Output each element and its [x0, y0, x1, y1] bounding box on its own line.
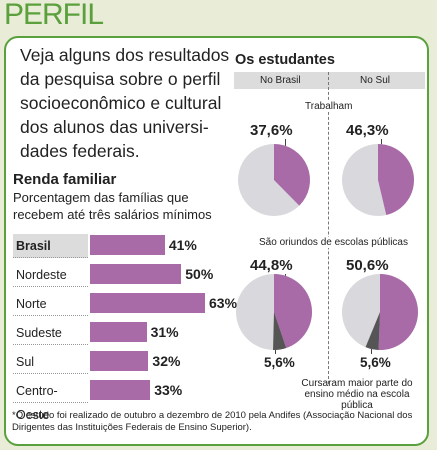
estudantes-title: Os estudantes — [235, 52, 335, 68]
estudantes-column-header: No Brasil No Sul — [234, 72, 425, 89]
label-cursaram: Cursaram maior parte do ensino médio na … — [301, 378, 413, 411]
label-escolas: São oriundos de escolas públicas — [257, 237, 410, 248]
pie-slice-main — [274, 144, 310, 206]
bar-value-label: 32% — [152, 353, 181, 369]
bar-category-label: Sudeste — [13, 321, 88, 345]
pie-slice-secondary — [365, 312, 380, 350]
leader-trab-sul — [381, 139, 382, 147]
pct-esc-sul: 50,6% — [346, 257, 389, 274]
bar — [90, 351, 149, 371]
bar-row: Sul 32% — [13, 350, 229, 377]
bar — [90, 380, 151, 400]
col-sul-label: No Sul — [360, 75, 391, 86]
renda-title: Renda familiar — [13, 171, 117, 188]
pie-slice-main — [378, 144, 414, 216]
bar-value-label: 33% — [154, 382, 183, 398]
bar — [90, 293, 205, 313]
bar-value-label: 31% — [150, 324, 179, 340]
page-title: PERFIL — [4, 0, 104, 31]
bar-row: Norte 63% — [13, 292, 237, 319]
footnote: *O estudo foi realizado de outubro a dez… — [12, 410, 413, 433]
bar-category-label: Nordeste — [13, 263, 88, 287]
column-divider — [328, 72, 329, 384]
bar-row: Brasil 41% — [13, 234, 229, 261]
pie-escolas-sul — [342, 274, 418, 350]
col-brasil-label: No Brasil — [260, 75, 301, 86]
pct-esc-brasil: 44,8% — [250, 257, 293, 274]
pct-cur-brasil: 5,6% — [264, 355, 295, 370]
bar-row: Centro-Oeste 33% — [13, 379, 229, 422]
label-trabalham: Trabalham — [303, 101, 355, 112]
renda-bar-chart: Brasil 41% Nordeste 50% Norte 63% Sudeste 31% Su… — [13, 234, 237, 422]
bar-value-label: 63% — [209, 295, 238, 311]
bar-row: Sudeste 31% — [13, 321, 229, 348]
pie-trabalham-sul — [342, 144, 414, 216]
bar — [90, 235, 165, 255]
bar-category-label: Centro-Oeste — [13, 379, 88, 422]
pie-slice-secondary — [273, 312, 287, 350]
pie-trabalham-brasil — [238, 144, 310, 216]
renda-subtitle: Porcentagem das famílias que recebem até… — [13, 190, 212, 222]
pct-trab-brasil: 37,6% — [250, 122, 293, 139]
bar-category-label: Brasil — [13, 234, 88, 258]
pie-slice-main — [378, 274, 418, 350]
pct-trab-sul: 46,3% — [346, 122, 389, 139]
bar-category-label: Norte — [13, 292, 88, 316]
intro-text: Veja alguns dos resultados da pesquisa s… — [20, 45, 230, 161]
bar-value-label: 41% — [168, 237, 197, 253]
pct-cur-sul: 5,6% — [360, 355, 391, 370]
bar-value-label: 50% — [185, 266, 214, 282]
bar-category-label: Sul — [13, 350, 88, 374]
leader-trab-brasil — [285, 139, 286, 147]
pie-slice-main — [274, 274, 312, 348]
bar-row: Nordeste 50% — [13, 263, 229, 290]
pie-escolas-brasil — [236, 274, 312, 350]
bar — [90, 264, 182, 284]
bar — [90, 322, 147, 342]
